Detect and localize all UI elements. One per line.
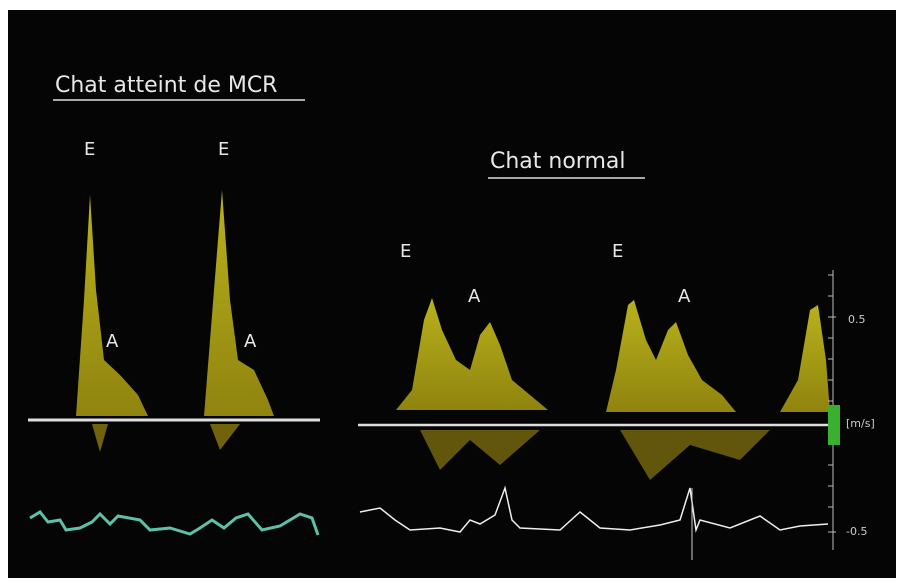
panel-title: Chat normal (490, 149, 626, 174)
ecg-trace (29, 510, 320, 536)
wave-label: A (678, 286, 691, 307)
scale-unit: [m/s] (846, 417, 875, 430)
doppler-wave (76, 195, 148, 416)
wave-label: E (400, 241, 411, 262)
wave-label: A (106, 331, 119, 352)
panel-mcr: Chat atteint de MCR E E A A (28, 73, 320, 536)
panel-title: Chat atteint de MCR (55, 73, 277, 98)
panel-normal: Chat normal E E A A (358, 149, 830, 560)
doppler-wave (780, 305, 830, 412)
doppler-reverse (92, 424, 240, 452)
background (8, 10, 896, 578)
velocity-scale: 0.5 [m/s] -0.5 (828, 270, 875, 550)
wave-label: A (468, 286, 481, 307)
doppler-wave (204, 190, 274, 416)
scale-marker (828, 405, 840, 445)
wave-label: E (612, 241, 623, 262)
wave-label: E (84, 139, 95, 160)
doppler-wave (396, 298, 548, 410)
doppler-reverse (420, 430, 770, 480)
ecg-trace (359, 485, 829, 533)
scale-ticks (828, 274, 836, 533)
doppler-wave (606, 300, 736, 412)
wave-label: A (244, 331, 257, 352)
scale-label: -0.5 (846, 525, 867, 538)
scale-label: 0.5 (848, 313, 866, 326)
wave-label: E (218, 139, 229, 160)
